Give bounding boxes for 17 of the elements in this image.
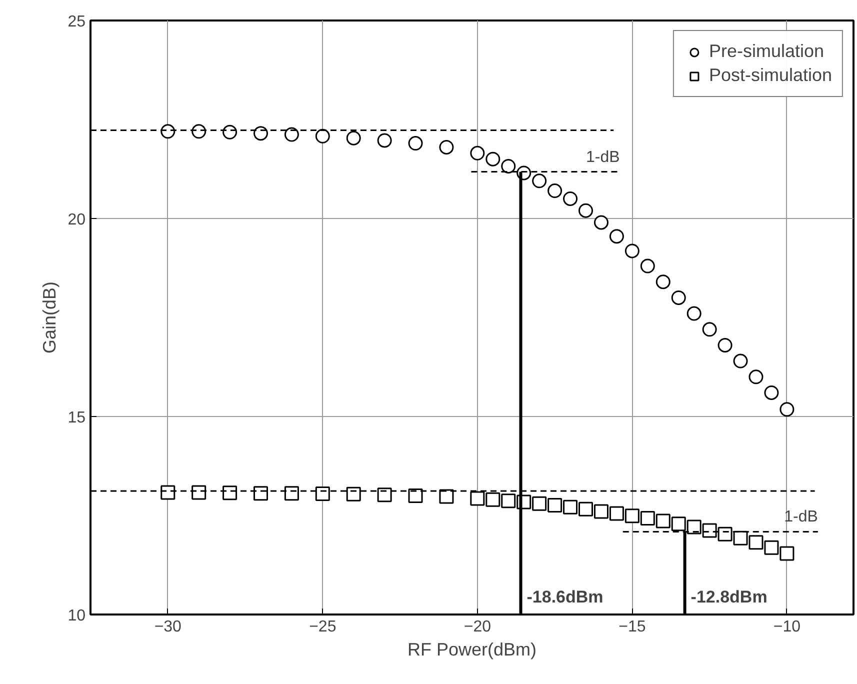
annotation: -18.6dBm xyxy=(526,588,604,606)
y-tick-label: 20 xyxy=(68,212,86,228)
x-axis-title: RF Power(dBm) xyxy=(407,640,537,660)
x-tick-label: −30 xyxy=(154,618,182,636)
x-tick-label: −10 xyxy=(773,618,801,636)
y-axis-title: Gain(dB) xyxy=(40,281,60,354)
x-tick-label: −25 xyxy=(309,618,336,636)
legend-label: Post-simulation xyxy=(708,65,832,86)
annotation: 1-dB xyxy=(784,508,818,526)
annotation: 1-dB xyxy=(586,148,620,166)
x-tick-label: −15 xyxy=(618,618,646,636)
x-tick-label: −20 xyxy=(464,618,492,636)
legend-label: Pre-simulation xyxy=(708,41,824,62)
y-tick-label: 15 xyxy=(68,410,86,426)
y-tick-label: 25 xyxy=(68,14,86,30)
y-tick-label: 10 xyxy=(68,608,86,624)
annotation: -12.8dBm xyxy=(690,588,768,606)
